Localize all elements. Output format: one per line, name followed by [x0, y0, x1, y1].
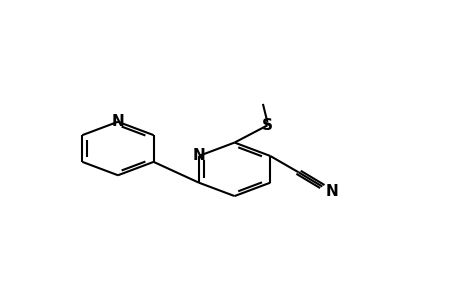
Text: N: N: [112, 114, 124, 129]
Text: N: N: [192, 148, 205, 164]
Text: S: S: [262, 118, 272, 133]
Text: N: N: [325, 184, 338, 200]
